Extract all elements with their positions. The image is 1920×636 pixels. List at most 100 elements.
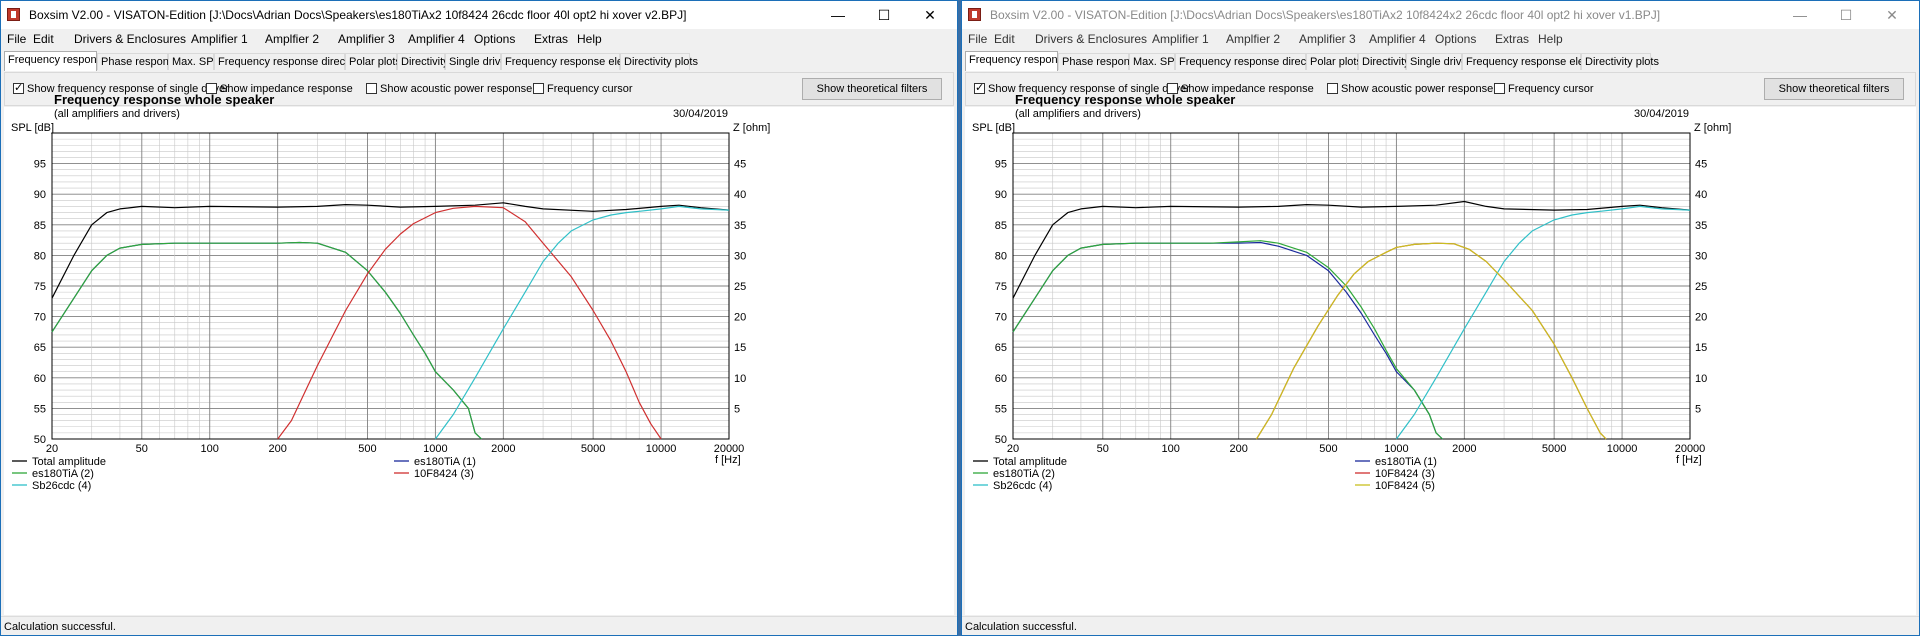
checkbox-box[interactable] bbox=[366, 83, 377, 94]
menu-item-options[interactable]: Options bbox=[474, 32, 516, 46]
acoustic-power-checkbox[interactable]: Show acoustic power response bbox=[1327, 83, 1493, 95]
tab-polar-plots[interactable]: Polar plots bbox=[345, 53, 401, 70]
tab-single-driver[interactable]: Single driver bbox=[1406, 53, 1471, 70]
minimize-button[interactable]: — bbox=[1777, 1, 1823, 29]
maximize-button[interactable]: ☐ bbox=[1823, 1, 1869, 29]
menu-item-edit[interactable]: Edit bbox=[33, 32, 54, 46]
tab-max-spl[interactable]: Max. SPL bbox=[1129, 53, 1181, 70]
x-tick-label: 1000 bbox=[1384, 443, 1408, 455]
y-tick-label: 80 bbox=[34, 250, 46, 262]
maximize-icon: ☐ bbox=[877, 7, 891, 23]
menu-item-edit[interactable]: Edit bbox=[994, 32, 1015, 46]
menu-item-help[interactable]: Help bbox=[1538, 32, 1563, 46]
maximize-button[interactable]: ☐ bbox=[861, 1, 907, 29]
impedance-checkbox[interactable]: Show impedance response bbox=[1167, 83, 1314, 95]
close-button[interactable]: ✕ bbox=[907, 1, 953, 29]
minimize-icon: — bbox=[831, 7, 845, 23]
x-tick-label: 500 bbox=[358, 443, 376, 455]
acoustic-power-checkbox[interactable]: Show acoustic power response bbox=[366, 83, 532, 95]
checkbox-box[interactable] bbox=[974, 81, 985, 94]
menu-item-amplifier-3[interactable]: Amplifier 3 bbox=[1299, 32, 1356, 46]
y2-tick-label: 30 bbox=[734, 250, 746, 262]
tab-directivity-plots[interactable]: Directivity plots bbox=[1581, 53, 1659, 70]
y-axis-label: SPL [dB] bbox=[11, 122, 54, 134]
tab-frequency-response-electr[interactable]: Frequency response electr... bbox=[1462, 53, 1605, 70]
menu-item-help[interactable]: Help bbox=[577, 32, 602, 46]
close-button[interactable]: ✕ bbox=[1869, 1, 1915, 29]
menu-item-extras[interactable]: Extras bbox=[1495, 32, 1530, 46]
title-bar[interactable]: Boxsim V2.00 - VISATON-Edition [J:\Docs\… bbox=[1, 1, 957, 29]
single-driver-checkbox[interactable]: Show frequency response of single driver bbox=[13, 81, 229, 95]
y-tick-label: 95 bbox=[34, 159, 46, 171]
tab-frequency-response-electr[interactable]: Frequency response electr... bbox=[501, 53, 644, 70]
minimize-button[interactable]: — bbox=[815, 1, 861, 29]
menu-item-drivers-enclosures[interactable]: Drivers & Enclosures bbox=[74, 32, 187, 46]
menu-item-file[interactable]: File bbox=[7, 32, 27, 46]
y2-axis-label: Z [ohm] bbox=[1694, 122, 1731, 134]
status-bar: Calculation successful. bbox=[962, 616, 1919, 635]
tab-max-spl[interactable]: Max. SPL bbox=[168, 53, 220, 70]
tab-frequency-response[interactable]: Frequency response. bbox=[965, 51, 1072, 71]
y-tick-label: 65 bbox=[34, 342, 46, 354]
tab-polar-plots[interactable]: Polar plots bbox=[1306, 53, 1362, 70]
y-tick-label: 90 bbox=[34, 189, 46, 201]
menu-item-options[interactable]: Options bbox=[1435, 32, 1477, 46]
minimize-icon: — bbox=[1793, 7, 1807, 23]
legend-entry: es180TiA (1) bbox=[414, 456, 476, 468]
menu-item-drivers-enclosures[interactable]: Drivers & Enclosures bbox=[1035, 32, 1148, 46]
checkbox-box[interactable] bbox=[206, 83, 217, 94]
frequency-cursor-checkbox[interactable]: Frequency cursor bbox=[1494, 83, 1594, 95]
legend-entry: 10F8424 (5) bbox=[1375, 480, 1435, 492]
menu-item-amplifier-1[interactable]: Amplifier 1 bbox=[1152, 32, 1209, 46]
series-line-2 bbox=[1012, 240, 1443, 440]
impedance-checkbox[interactable]: Show impedance response bbox=[206, 83, 353, 95]
y-tick-label: 85 bbox=[34, 220, 46, 232]
x-tick-label: 100 bbox=[201, 443, 219, 455]
checkbox-box[interactable] bbox=[13, 81, 24, 94]
boxsim-window-left[interactable]: Boxsim V2.00 - VISATON-Edition [J:\Docs\… bbox=[0, 0, 958, 636]
checkbox-box[interactable] bbox=[1494, 83, 1505, 94]
menu-item-amplifier-3[interactable]: Amplifier 3 bbox=[338, 32, 395, 46]
options-panel: Show frequency response of single driver… bbox=[965, 72, 1916, 106]
y-tick-label: 70 bbox=[34, 312, 46, 324]
menu-item-file[interactable]: File bbox=[968, 32, 988, 46]
series-line-2 bbox=[51, 241, 482, 440]
status-bar: Calculation successful. bbox=[1, 616, 957, 635]
tab-strip: Frequency response. Phase response Max. SP… bbox=[965, 51, 1919, 71]
single-driver-checkbox[interactable]: Show frequency response of single driver bbox=[974, 81, 1190, 95]
tab-single-driver[interactable]: Single driver bbox=[445, 53, 510, 70]
tab-directivity[interactable]: Directivity bbox=[397, 53, 449, 70]
menu-item-amplifier-1[interactable]: Amplifier 1 bbox=[191, 32, 248, 46]
frequency-cursor-checkbox[interactable]: Frequency cursor bbox=[533, 83, 633, 95]
chart-grid bbox=[1012, 132, 1691, 440]
y2-tick-label: 35 bbox=[1695, 220, 1707, 232]
chart-panel: SPL [dB] Z [ohm] f [Hz] 50 55 60 65 70 75 80 85 90 9… bbox=[965, 92, 1916, 615]
legend-entry: Sb26cdc (4) bbox=[32, 480, 91, 492]
options-panel: Show frequency response of single driver… bbox=[4, 72, 954, 106]
show-theoretical-filters-button[interactable]: Show theoretical filters bbox=[802, 78, 942, 100]
checkbox-label: Show frequency response of single driver bbox=[27, 83, 229, 95]
checkbox-box[interactable] bbox=[533, 83, 544, 94]
tab-phase-response[interactable]: Phase response bbox=[97, 53, 181, 70]
menu-item-amplfier-2[interactable]: Amplfier 2 bbox=[1226, 32, 1281, 46]
tab-frequency-response-directions[interactable]: Frequency response directions bbox=[214, 53, 368, 70]
checkbox-label: Show acoustic power response bbox=[1341, 83, 1494, 95]
tab-directivity-plots[interactable]: Directivity plots bbox=[620, 53, 698, 70]
checkbox-box[interactable] bbox=[1167, 83, 1178, 94]
y-tick-label: 75 bbox=[34, 281, 46, 293]
show-theoretical-filters-button[interactable]: Show theoretical filters bbox=[1764, 78, 1904, 100]
menu-item-amplifier-4[interactable]: Amplifier 4 bbox=[408, 32, 465, 46]
chart-grid bbox=[51, 132, 730, 440]
menu-item-amplifier-4[interactable]: Amplifier 4 bbox=[1369, 32, 1426, 46]
y2-tick-label: 20 bbox=[734, 312, 746, 324]
tab-frequency-response[interactable]: Frequency response. bbox=[4, 51, 111, 71]
menu-item-extras[interactable]: Extras bbox=[534, 32, 569, 46]
tab-directivity[interactable]: Directivity bbox=[1358, 53, 1410, 70]
title-bar[interactable]: Boxsim V2.00 - VISATON-Edition [J:\Docs\… bbox=[962, 1, 1919, 29]
x-tick-label: 200 bbox=[1229, 443, 1247, 455]
menu-item-amplfier-2[interactable]: Amplfier 2 bbox=[265, 32, 320, 46]
tab-phase-response[interactable]: Phase response bbox=[1058, 53, 1142, 70]
tab-frequency-response-directions[interactable]: Frequency response directions bbox=[1175, 53, 1329, 70]
boxsim-window-right[interactable]: Boxsim V2.00 - VISATON-Edition [J:\Docs\… bbox=[961, 0, 1920, 636]
checkbox-box[interactable] bbox=[1327, 83, 1338, 94]
